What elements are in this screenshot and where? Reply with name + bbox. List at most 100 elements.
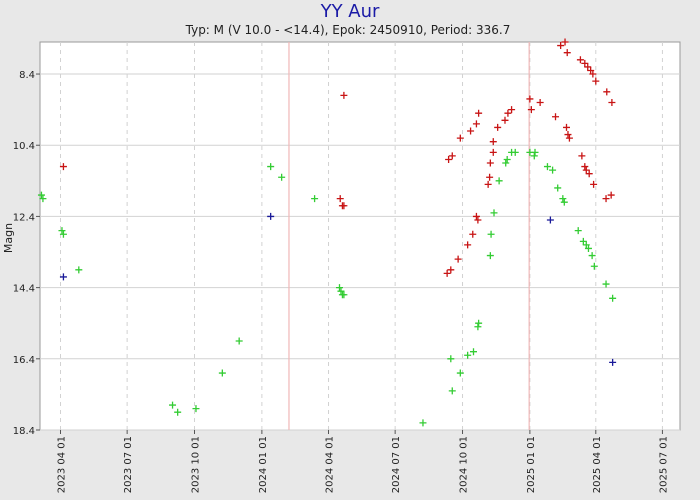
green-data-point — [579, 237, 587, 245]
red-data-point — [469, 230, 477, 238]
red-data-point — [536, 99, 544, 107]
red-data-point — [454, 255, 462, 263]
red-data-point — [472, 120, 480, 128]
red-data-point — [590, 180, 598, 188]
green-data-point — [340, 291, 348, 299]
red-data-point — [582, 166, 590, 174]
green-data-point — [495, 177, 503, 185]
data-points — [37, 38, 617, 427]
red-data-point — [456, 134, 464, 142]
vertical-markers — [288, 42, 530, 430]
y-tick-label: 18.4 — [13, 426, 35, 437]
green-data-point — [584, 244, 592, 252]
red-data-point — [445, 155, 453, 163]
green-data-point — [502, 159, 510, 167]
green-data-point — [582, 241, 590, 249]
green-data-point — [511, 148, 519, 156]
grid — [40, 42, 680, 431]
y-tick-label: 12.4 — [13, 212, 35, 223]
green-data-point — [419, 419, 427, 427]
red-data-point — [340, 91, 348, 99]
green-data-point — [588, 252, 596, 260]
red-data-point — [443, 269, 451, 277]
green-data-point — [59, 230, 67, 238]
chart-subtitle: Typ: M (V 10.0 - <14.4), Epok: 2450910, … — [185, 23, 511, 37]
red-data-point — [578, 152, 586, 160]
green-data-point — [39, 195, 47, 203]
green-data-point — [235, 337, 243, 345]
red-data-point — [584, 63, 592, 71]
green-data-point — [609, 294, 617, 302]
red-data-point — [472, 212, 480, 220]
green-data-point — [58, 227, 66, 235]
red-data-point — [603, 88, 611, 96]
red-data-point — [602, 195, 610, 203]
green-data-point — [447, 355, 455, 363]
green-data-point — [590, 262, 598, 270]
blue-data-point — [609, 358, 617, 366]
red-data-point — [592, 77, 600, 85]
y-tick-label: 16.4 — [13, 355, 35, 366]
green-data-point — [448, 387, 456, 395]
x-tick-label: 2023 07 01 — [123, 436, 134, 493]
x-axis-ticks: 2023 04 01 2023 07 01 2023 10 01 2024 01 01… — [57, 430, 669, 493]
green-data-point — [559, 195, 567, 203]
red-data-point — [501, 116, 509, 124]
x-tick-label: 2025 04 01 — [592, 436, 603, 493]
green-data-point — [169, 401, 177, 409]
green-data-point — [490, 209, 498, 217]
red-data-point — [504, 109, 512, 117]
red-data-point — [576, 56, 584, 64]
green-data-point — [554, 184, 562, 192]
red-data-point — [447, 266, 455, 274]
y-tick-label: 8.4 — [19, 70, 35, 81]
green-data-point — [37, 191, 45, 199]
red-data-point — [494, 123, 502, 131]
red-data-point — [336, 195, 344, 203]
red-data-point — [484, 180, 492, 188]
red-data-point — [467, 127, 475, 135]
x-tick-label: 2025 01 01 — [526, 436, 537, 493]
green-data-point — [486, 252, 494, 260]
red-data-point — [486, 159, 494, 167]
green-data-point — [192, 405, 200, 413]
blue-data-point — [267, 212, 275, 220]
x-tick-label: 2023 10 01 — [191, 436, 202, 493]
red-data-point — [562, 123, 570, 131]
red-data-point — [448, 152, 456, 160]
x-tick-label: 2024 04 01 — [325, 436, 336, 493]
green-data-point — [267, 163, 275, 171]
green-data-point — [470, 348, 478, 356]
red-data-point — [552, 113, 560, 121]
green-data-point — [456, 369, 464, 377]
green-data-point — [574, 227, 582, 235]
green-data-point — [464, 351, 472, 359]
red-data-point — [526, 95, 534, 103]
plot-area — [39, 41, 681, 431]
x-tick-label: 2024 10 01 — [459, 436, 470, 493]
red-data-point — [486, 173, 494, 181]
x-tick-label: 2024 07 01 — [391, 436, 402, 493]
y-tick-label: 14.4 — [13, 284, 35, 295]
red-data-point — [489, 138, 497, 146]
green-data-point — [174, 408, 182, 416]
red-data-point — [464, 241, 472, 249]
red-data-point — [564, 131, 572, 139]
green-data-point — [337, 287, 345, 295]
green-data-point — [335, 284, 343, 292]
x-tick-label: 2025 07 01 — [658, 436, 669, 493]
red-data-point — [340, 202, 348, 210]
green-data-point — [487, 230, 495, 238]
y-tick-label: 10.4 — [13, 141, 35, 152]
red-data-point — [475, 109, 483, 117]
green-data-point — [278, 173, 286, 181]
green-data-point — [503, 155, 511, 163]
x-tick-label: 2024 01 01 — [258, 436, 269, 493]
red-data-point — [474, 216, 482, 224]
green-data-point — [475, 319, 483, 327]
green-data-point — [530, 152, 538, 160]
y-axis-label: Magn — [2, 223, 15, 253]
green-data-point — [474, 323, 482, 331]
blue-data-point — [546, 216, 554, 224]
